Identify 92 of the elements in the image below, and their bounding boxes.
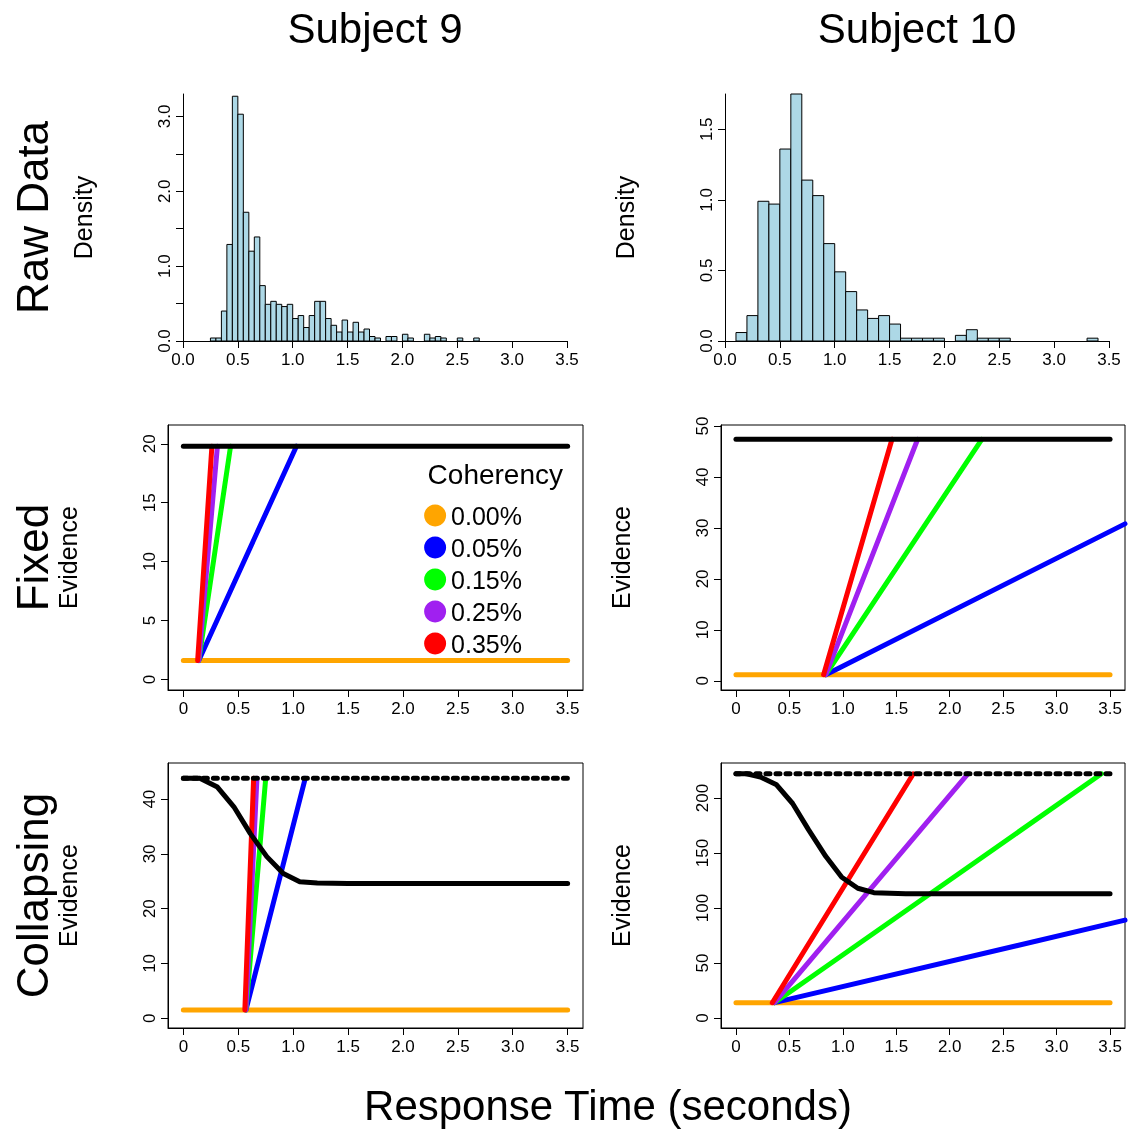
x-tick-label: 0 [731, 699, 741, 718]
legend-title: Coherency [427, 458, 563, 490]
x-tick-label: 2.0 [391, 1037, 415, 1056]
x-axis-title: Response Time (seconds) [363, 1082, 853, 1130]
x-tick-label: 2.0 [391, 699, 415, 718]
y-tick-label: 20 [140, 899, 159, 919]
y-tick-label: 0 [693, 676, 712, 686]
y-tick-label: 150 [693, 838, 712, 868]
x-tick-label: 3.0 [1044, 1037, 1069, 1056]
x-tick-label: 3.0 [1042, 350, 1066, 369]
y-tick-label: 0.5 [697, 258, 716, 283]
x-tick-label: 1.0 [281, 1037, 305, 1056]
y-tick-label: 30 [693, 518, 712, 538]
y-tick-label: 40 [140, 789, 159, 809]
y-tick-label: 50 [693, 953, 712, 973]
y-tick-label: 1.0 [697, 188, 716, 212]
x-tick-label: 2.5 [991, 1037, 1015, 1056]
y-tick-label: 0 [693, 1013, 712, 1023]
x-tick-label: 3.0 [500, 350, 524, 369]
legend-label: 0.00% [451, 501, 522, 530]
text: Raw Data [7, 120, 57, 315]
chart-title: Subject 10 [817, 4, 1017, 52]
x-tick-label: 2.5 [445, 350, 470, 369]
chart-title: Subject 9 [287, 4, 463, 52]
y-tick-label: 0 [140, 674, 159, 685]
x-tick-label: 0.5 [777, 1037, 802, 1056]
legend-label: 0.25% [451, 597, 522, 626]
y-tick-label: 15 [140, 493, 159, 513]
x-tick-label: 3.5 [555, 350, 579, 369]
y-tick-label: 0.0 [155, 329, 174, 353]
y-tick-label: 2.0 [155, 179, 174, 204]
y-axis-title: Evidence [606, 506, 635, 609]
y-tick-label: 40 [693, 467, 712, 487]
x-tick-label: 0 [178, 1037, 189, 1056]
y-tick-label: 10 [140, 953, 159, 973]
y-tick-label: 50 [693, 416, 712, 436]
y-tick-label: 200 [693, 783, 712, 813]
y-tick-label: 1.5 [697, 117, 716, 142]
legend-label: 0.15% [451, 565, 522, 594]
y-tick-label: 20 [693, 569, 712, 589]
y-tick-label: 1.0 [155, 254, 174, 278]
y-axis-title: Density [610, 175, 639, 260]
x-tick-label: 0.0 [171, 350, 195, 369]
x-tick-label: 1.5 [884, 699, 909, 718]
x-tick-label: 3.0 [500, 1037, 525, 1056]
x-tick-label: 1.5 [877, 350, 902, 369]
x-tick-label: 0.5 [226, 1037, 251, 1056]
x-tick-label: 2.0 [932, 350, 957, 369]
y-tick-label: 100 [693, 893, 712, 923]
x-tick-label: 3.5 [555, 1037, 580, 1056]
x-tick-label: 3.5 [1098, 699, 1122, 718]
y-tick-label: 10 [140, 552, 159, 572]
x-tick-label: 2.5 [446, 1037, 470, 1056]
x-tick-label: 0 [731, 1037, 741, 1056]
x-tick-label: 2.5 [991, 699, 1015, 718]
x-tick-label: 2.0 [390, 350, 415, 369]
x-tick-label: 0.5 [226, 699, 251, 718]
x-tick-label: 2.5 [446, 699, 470, 718]
x-tick-label: 1.5 [336, 699, 360, 718]
y-tick-label: 30 [140, 844, 159, 864]
y-tick-label: 0 [140, 1013, 159, 1023]
legend-label: 0.05% [451, 533, 522, 562]
x-tick-label: 1.5 [336, 1037, 360, 1056]
x-tick-label: 2.5 [987, 350, 1012, 369]
x-tick-label: 3.5 [555, 699, 580, 718]
x-tick-label: 0.5 [768, 350, 792, 369]
x-tick-label: 3.5 [1098, 1037, 1122, 1056]
x-tick-label: 1.0 [831, 1037, 855, 1056]
legend-label: 0.35% [451, 629, 522, 658]
y-axis-title: Evidence [606, 844, 635, 947]
y-tick-label: 10 [693, 620, 712, 640]
x-tick-label: 1.5 [884, 1037, 909, 1056]
x-tick-label: 1.0 [831, 699, 855, 718]
x-tick-label: 2.0 [937, 699, 962, 718]
text: Collapsing [7, 792, 57, 999]
x-tick-label: 0.5 [777, 699, 802, 718]
x-tick-label: 3.0 [1044, 699, 1069, 718]
x-tick-label: 0.0 [713, 350, 737, 369]
y-tick-label: 5 [140, 615, 159, 626]
y-tick-label: 3.0 [155, 104, 174, 129]
y-tick-label: 0.0 [697, 329, 716, 353]
x-tick-label: 2.0 [937, 1037, 962, 1056]
x-tick-label: 3.0 [500, 699, 525, 718]
x-tick-label: 3.5 [1097, 350, 1121, 369]
y-axis-title: Density [68, 175, 97, 260]
x-tick-label: 0 [178, 699, 189, 718]
y-tick-label: 20 [140, 434, 159, 454]
x-tick-label: 0.5 [226, 350, 250, 369]
x-tick-label: 1.0 [280, 350, 305, 369]
x-tick-label: 1.5 [335, 350, 360, 369]
x-tick-label: 1.0 [822, 350, 847, 369]
x-tick-label: 1.0 [281, 699, 305, 718]
